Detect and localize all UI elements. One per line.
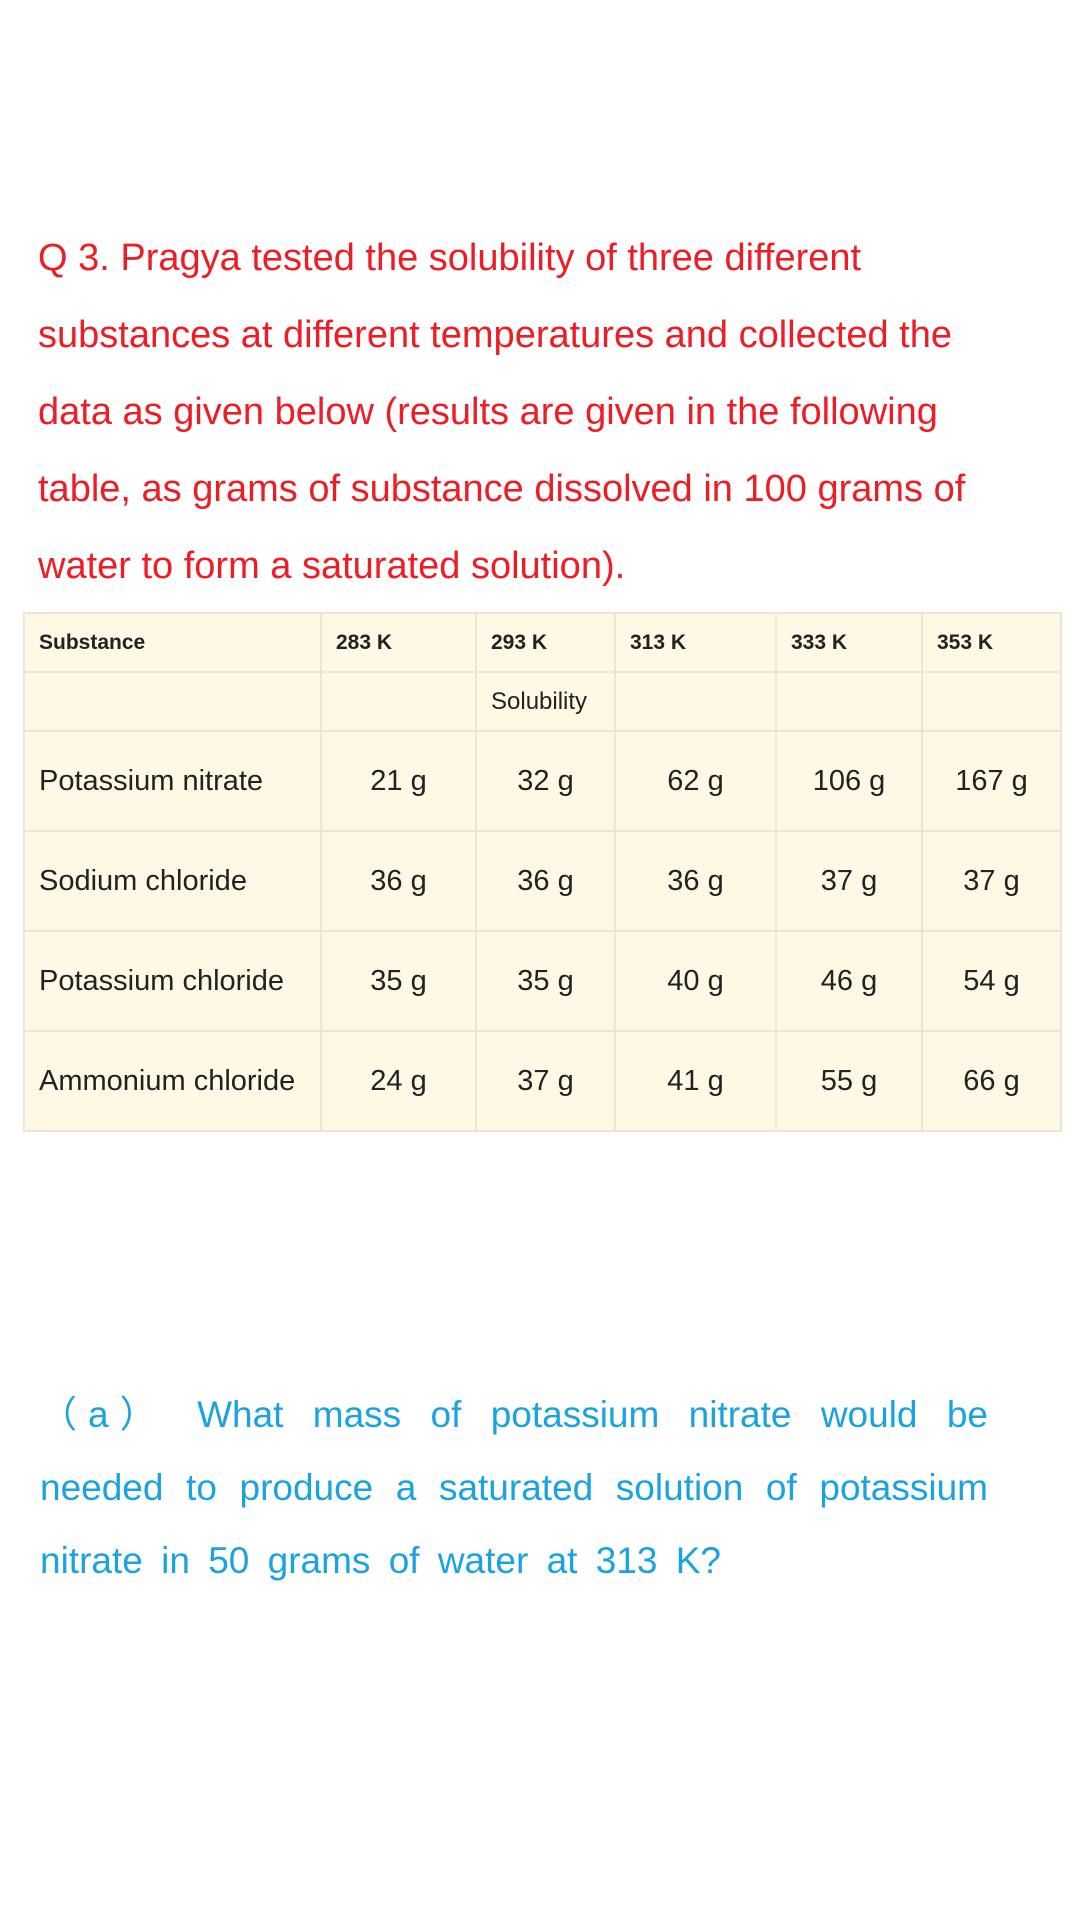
substance-cell: Potassium chloride <box>23 930 322 1032</box>
header-cell: 283 K <box>320 612 477 673</box>
value-cell: 36 g <box>614 830 777 932</box>
header-cell: 353 K <box>921 612 1062 673</box>
header-cell: 293 K <box>475 612 616 673</box>
header-row: Substance 283 K 293 K 313 K 333 K 353 K <box>23 612 1062 673</box>
empty-cell <box>921 671 1062 732</box>
value-cell: 46 g <box>775 930 923 1032</box>
value-cell: 36 g <box>320 830 477 932</box>
subheader-cell: Solubility <box>475 671 616 732</box>
value-cell: 35 g <box>320 930 477 1032</box>
value-cell: 37 g <box>475 1030 616 1132</box>
value-cell: 55 g <box>775 1030 923 1132</box>
header-cell: 313 K <box>614 612 777 673</box>
value-cell: 66 g <box>921 1030 1062 1132</box>
empty-cell <box>614 671 777 732</box>
data-row: Potassium nitrate 21 g 32 g 62 g 106 g 167 g <box>23 730 1062 832</box>
value-cell: 21 g <box>320 730 477 832</box>
value-cell: 35 g <box>475 930 616 1032</box>
value-cell: 40 g <box>614 930 777 1032</box>
value-cell: 24 g <box>320 1030 477 1132</box>
value-cell: 32 g <box>475 730 616 832</box>
value-cell: 37 g <box>921 830 1062 932</box>
value-cell: 37 g <box>775 830 923 932</box>
data-row: Potassium chloride 35 g 35 g 40 g 46 g 54 g <box>23 930 1062 1032</box>
header-cell: 333 K <box>775 612 923 673</box>
value-cell: 54 g <box>921 930 1062 1032</box>
data-row: Ammonium chloride 24 g 37 g 41 g 55 g 66 g <box>23 1030 1062 1132</box>
substance-cell: Sodium chloride <box>23 830 322 932</box>
empty-cell <box>320 671 477 732</box>
substance-cell: Potassium nitrate <box>23 730 322 832</box>
value-cell: 62 g <box>614 730 777 832</box>
value-cell: 41 g <box>614 1030 777 1132</box>
header-cell: Substance <box>23 612 322 673</box>
part-a-question: （a） What mass of potassium nitrate would… <box>40 1394 988 1581</box>
value-cell: 36 g <box>475 830 616 932</box>
question-text: Q 3. Pragya tested the solubility of thr… <box>38 237 966 587</box>
value-cell: 167 g <box>921 730 1062 832</box>
empty-cell <box>775 671 923 732</box>
solubility-table: Substance 283 K 293 K 313 K 333 K 353 K Solubi… <box>23 612 1062 1132</box>
subheader-row: Solubility <box>23 671 1062 732</box>
empty-cell <box>23 671 322 732</box>
substance-cell: Ammonium chloride <box>23 1030 322 1132</box>
value-cell: 106 g <box>775 730 923 832</box>
data-row: Sodium chloride 36 g 36 g 36 g 37 g 37 g <box>23 830 1062 932</box>
